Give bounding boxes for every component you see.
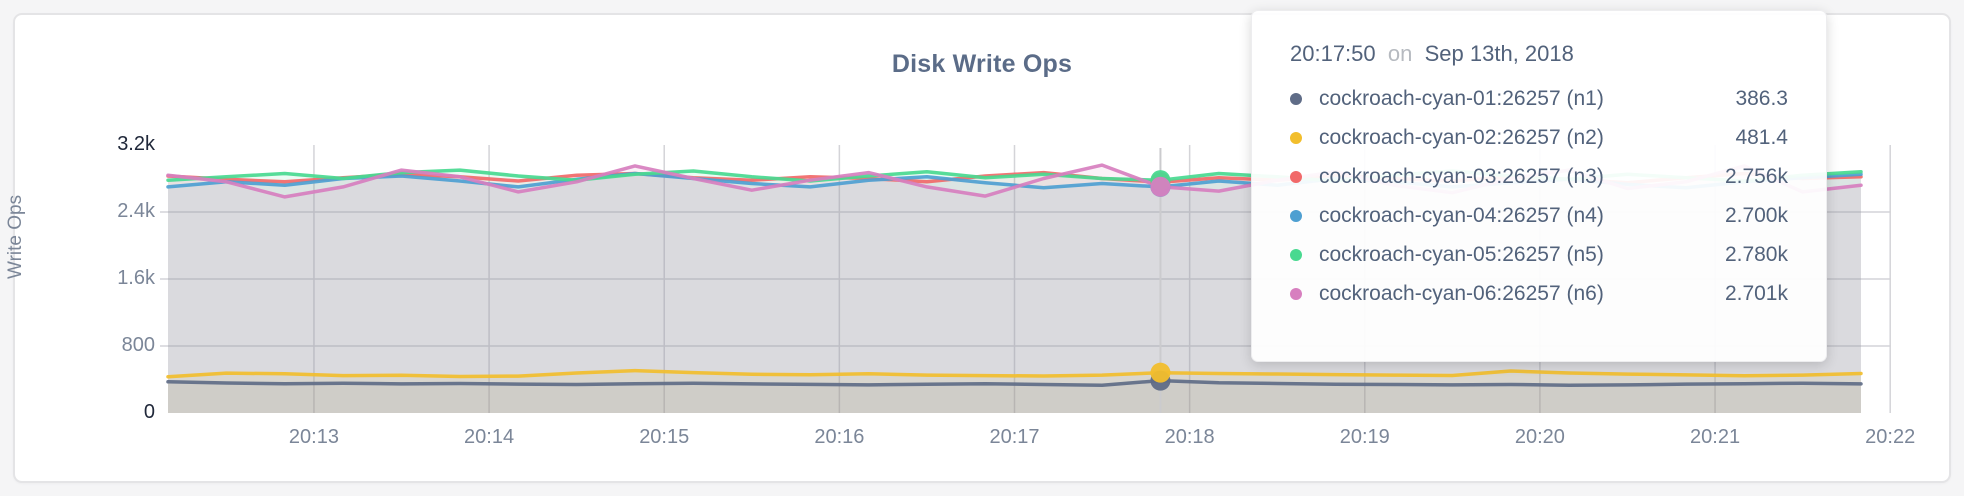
series-color-dot-icon xyxy=(1290,131,1302,144)
tooltip-series-label: cockroach-cyan-01:26257 (n1) xyxy=(1319,86,1604,110)
tooltip-series-value: 2.780k xyxy=(1724,242,1788,266)
hover-dot-2 xyxy=(1150,362,1171,383)
series-line-2 xyxy=(166,368,1863,379)
tooltip-space xyxy=(1412,41,1418,66)
tooltip-row: cockroach-cyan-05:26257 (n5) 2.780k xyxy=(1290,235,1788,274)
tooltip-series-label: cockroach-cyan-02:26257 (n2) xyxy=(1319,125,1604,149)
tooltip-series-value: 481.4 xyxy=(1735,125,1788,149)
tooltip-connector: on xyxy=(1387,41,1413,66)
series-color-dot-icon xyxy=(1290,287,1302,300)
tooltip-row: cockroach-cyan-03:26257 (n3) 2.756k xyxy=(1290,157,1788,196)
series-color-dot-icon xyxy=(1290,170,1302,183)
chart-title: Disk Write Ops xyxy=(891,50,1073,78)
series-area-2 xyxy=(168,370,1861,413)
series-color-dot-icon xyxy=(1290,92,1302,105)
tooltip-row: cockroach-cyan-06:26257 (n6) 2.701k xyxy=(1290,274,1788,313)
tooltip-series-value: 2.700k xyxy=(1724,203,1788,227)
tooltip-series-value: 2.756k xyxy=(1724,164,1788,188)
hover-dot-6 xyxy=(1150,176,1171,197)
tooltip-row: cockroach-cyan-02:26257 (n2) 481.4 xyxy=(1290,118,1788,157)
series-color-dot-icon xyxy=(1290,248,1302,261)
series-color-dot-icon xyxy=(1290,209,1302,222)
tooltip-series-value: 386.3 xyxy=(1735,86,1788,110)
tooltip-series-label: cockroach-cyan-06:26257 (n6) xyxy=(1319,281,1604,305)
series-area-1 xyxy=(168,380,1861,413)
tooltip-rows: cockroach-cyan-01:26257 (n1) 386.3 cockroa… xyxy=(1290,79,1788,313)
tooltip-series-label: cockroach-cyan-05:26257 (n5) xyxy=(1319,242,1604,266)
series-line-1 xyxy=(166,378,1863,387)
tooltip-time: 20:17:50 xyxy=(1290,41,1376,66)
y-axis-title: Write Ops xyxy=(5,194,26,279)
hover-tooltip: 20:17:50 on Sep 13th, 2018 cockroach-cya… xyxy=(1251,10,1827,362)
tooltip-row: cockroach-cyan-04:26257 (n4) 2.700k xyxy=(1290,196,1788,235)
tooltip-series-label: cockroach-cyan-03:26257 (n3) xyxy=(1319,164,1604,188)
tooltip-series-value: 2.701k xyxy=(1724,281,1788,305)
tooltip-header: 20:17:50 on Sep 13th, 2018 xyxy=(1290,41,1788,67)
tooltip-row: cockroach-cyan-01:26257 (n1) 386.3 xyxy=(1290,79,1788,118)
tooltip-date: Sep 13th, 2018 xyxy=(1424,41,1574,66)
tooltip-series-label: cockroach-cyan-04:26257 (n4) xyxy=(1319,203,1604,227)
